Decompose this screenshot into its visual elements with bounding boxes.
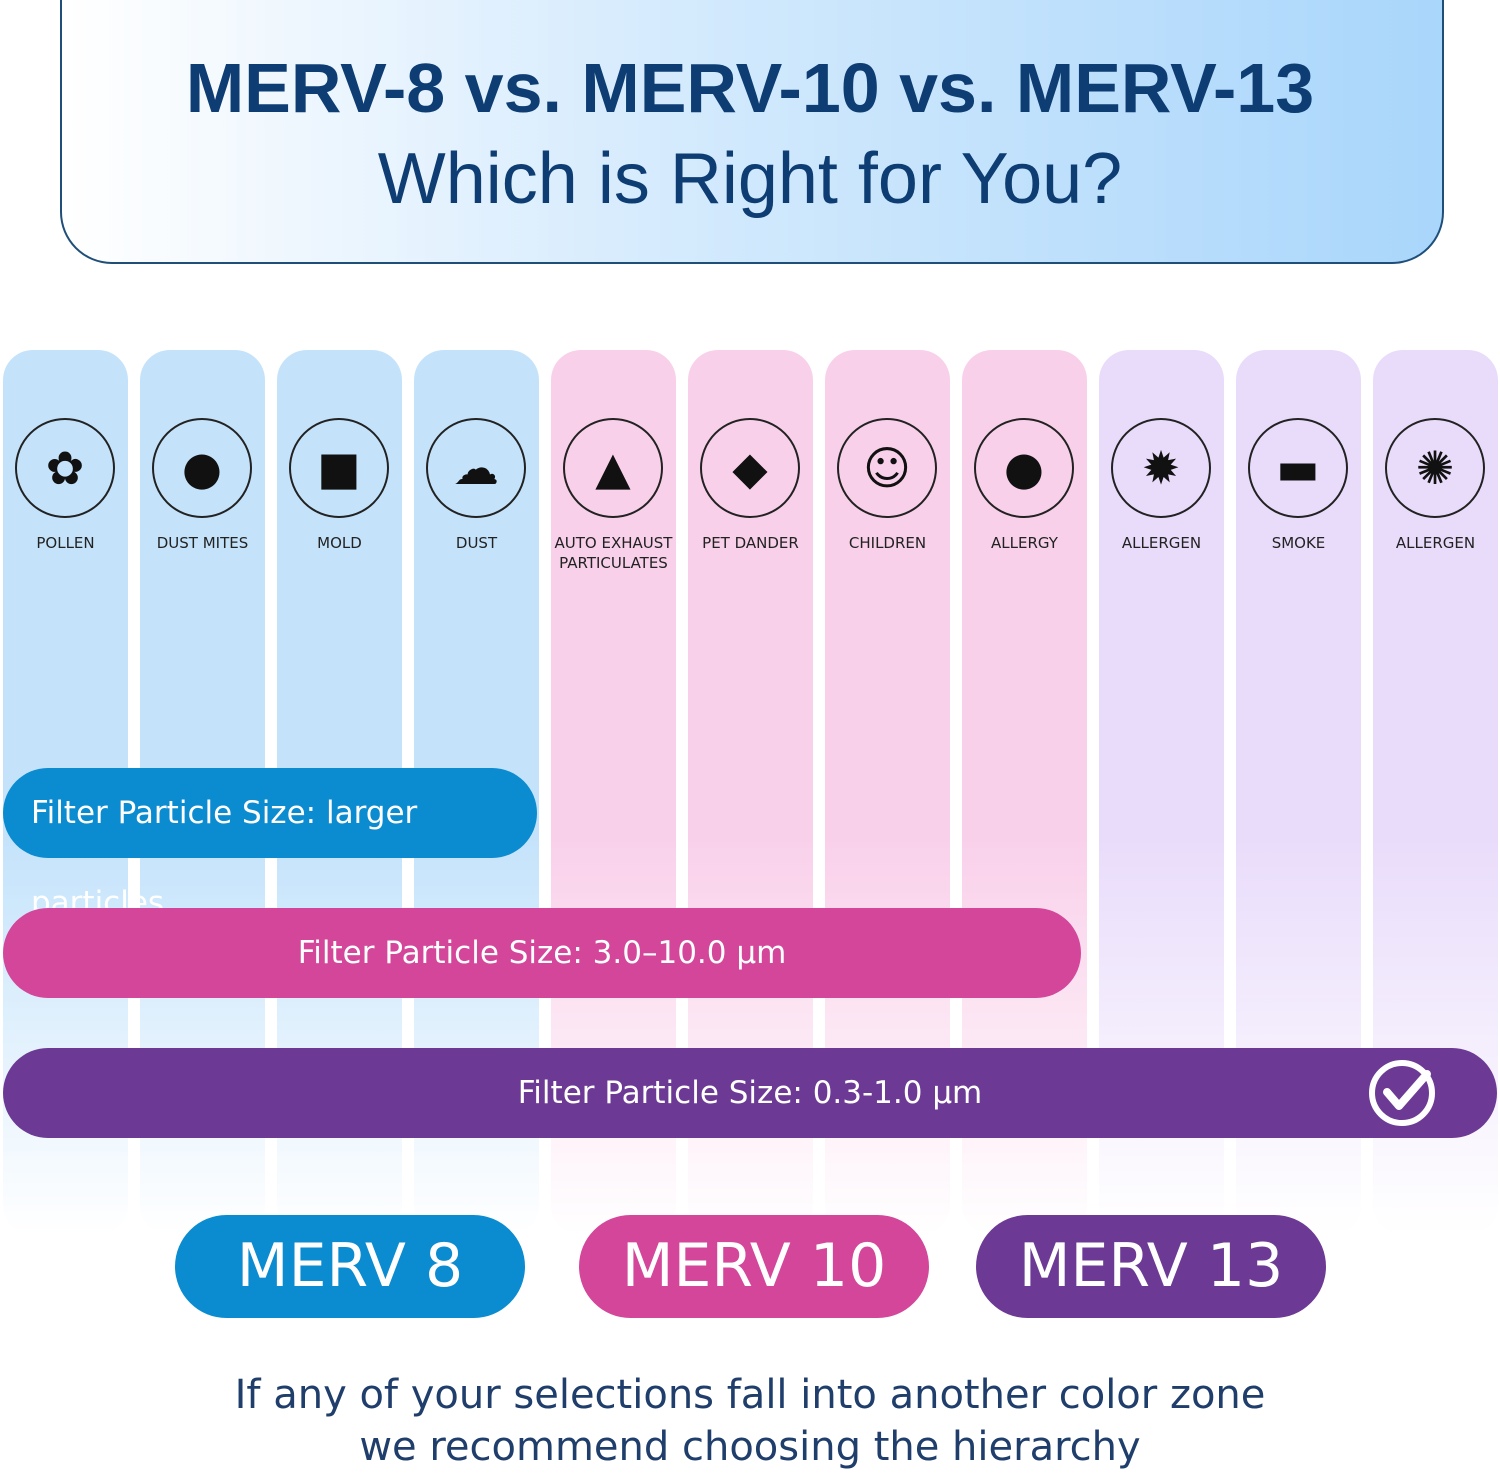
column-label: AUTO EXHAUST bbox=[554, 534, 673, 552]
column-label: POLLEN bbox=[36, 534, 95, 552]
check-circle bbox=[1369, 1060, 1435, 1126]
column-label: ALLERGEN bbox=[1121, 534, 1202, 552]
column-label: ALLERGY bbox=[991, 534, 1058, 552]
merv-badge: MERV 13 bbox=[976, 1215, 1326, 1318]
icon-glyph: ☁ bbox=[453, 441, 499, 495]
check-icon bbox=[1367, 1058, 1437, 1128]
icon-glyph: ▲ bbox=[595, 441, 631, 495]
icon-glyph: ● bbox=[181, 441, 223, 495]
title: MERV-8 vs. MERV-10 vs. MERV-13 bbox=[185, 49, 1315, 127]
icon: ■ bbox=[289, 418, 389, 518]
icon: ☁ bbox=[426, 418, 526, 518]
header-box bbox=[60, 0, 1444, 264]
filter-bar: Filter Particle Size: 0.3-1.0 µm bbox=[3, 1048, 1497, 1138]
subtitle: Which is Right for You? bbox=[377, 139, 1123, 219]
icon: ▲ bbox=[563, 418, 663, 518]
check-svg bbox=[1369, 1060, 1435, 1126]
icon-glyph: ● bbox=[1003, 441, 1045, 495]
icon: ✹ bbox=[1111, 418, 1211, 518]
column-label: DUST bbox=[455, 534, 498, 552]
footer-line: we recommend choosing the hierarchy bbox=[359, 1424, 1141, 1470]
icon-glyph: ◆ bbox=[732, 441, 768, 495]
icon-glyph: ▬ bbox=[1276, 441, 1320, 495]
merv-badge: MERV 10 bbox=[579, 1215, 929, 1318]
icon-glyph: ✺ bbox=[1415, 441, 1455, 495]
icon: ▬ bbox=[1248, 418, 1348, 518]
icon: ◆ bbox=[700, 418, 800, 518]
icon: ☺ bbox=[837, 418, 937, 518]
icon: ✿ bbox=[15, 418, 115, 518]
column-label: ALLERGEN bbox=[1395, 534, 1476, 552]
icon: ● bbox=[974, 418, 1074, 518]
icon-glyph: ☺ bbox=[863, 441, 911, 495]
merv-badge: MERV 8 bbox=[175, 1215, 525, 1318]
column-label: PET DANDER bbox=[702, 534, 799, 552]
icon-glyph: ■ bbox=[317, 441, 361, 495]
column-label: DUST MITES bbox=[156, 534, 249, 552]
column-label: MOLD bbox=[317, 534, 362, 552]
column-label: PARTICULATES bbox=[559, 554, 668, 572]
footer-line: If any of your selections fall into anot… bbox=[234, 1372, 1266, 1418]
icon-glyph: ✿ bbox=[45, 441, 85, 495]
icon: ✺ bbox=[1385, 418, 1485, 518]
icon-glyph: ✹ bbox=[1141, 441, 1181, 495]
check-mark bbox=[1383, 1070, 1431, 1110]
column-label: CHILDREN bbox=[848, 534, 927, 552]
filter-bar: Filter Particle Size: 3.0–10.0 µm bbox=[3, 908, 1081, 998]
column-label: SMOKE bbox=[1271, 534, 1326, 552]
icon: ● bbox=[152, 418, 252, 518]
filter-bar: Filter Particle Size: larger particles bbox=[3, 768, 537, 921]
